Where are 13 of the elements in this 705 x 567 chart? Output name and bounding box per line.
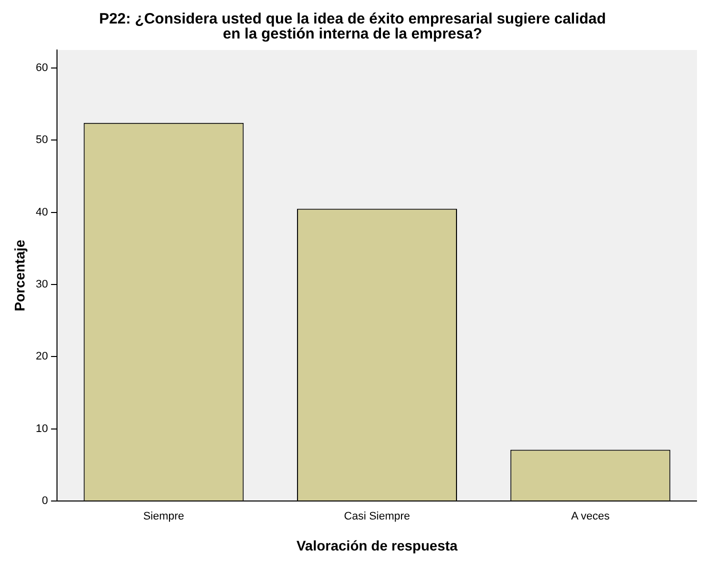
x-tick-label: Siempre	[143, 510, 184, 523]
y-tick-label: 10	[36, 422, 48, 435]
x-tick-label: A veces	[571, 510, 610, 523]
x-axis-title: Valoración de respuesta	[296, 537, 458, 554]
y-tick-label: 30	[36, 278, 48, 291]
y-tick-label: 60	[36, 62, 48, 74]
y-tick-label: 20	[36, 350, 48, 363]
y-axis-title: Porcentaje	[11, 239, 28, 312]
y-tick-label: 50	[36, 134, 48, 146]
y-tick-label: 40	[36, 206, 48, 218]
y-tick-label: 0	[42, 495, 48, 508]
x-tick-label: Casi Siempre	[344, 510, 410, 523]
chart-title: P22: ¿Considera usted que la idea de éxito empresarial sugiere calidad en la gestión interna de la empresa?	[99, 10, 606, 43]
